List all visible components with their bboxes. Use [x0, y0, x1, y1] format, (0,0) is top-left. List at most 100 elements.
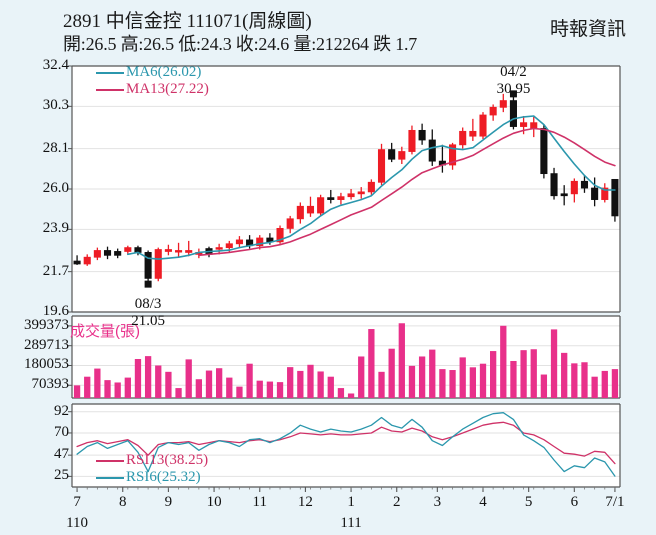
volume-bar	[601, 370, 608, 398]
price-y-tick: 30.3	[42, 97, 69, 114]
candle-body	[509, 100, 517, 127]
candle-body	[520, 122, 528, 127]
candle-body	[479, 114, 487, 137]
volume-bar	[226, 377, 233, 398]
volume-bar	[144, 356, 152, 398]
candle-body	[144, 252, 152, 279]
candle-body	[530, 122, 538, 129]
volume-y-tick: 70393	[31, 376, 70, 393]
volume-bar	[479, 363, 487, 398]
volume-bar	[469, 367, 476, 398]
candle-body	[296, 205, 304, 220]
x-axis-tick-label: 4	[479, 494, 487, 510]
volume-bar	[307, 364, 314, 398]
x-axis-year-label: 111	[340, 515, 362, 531]
volume-bar	[124, 377, 131, 398]
candle-body	[286, 218, 294, 229]
candle-body	[388, 149, 396, 160]
legend-ma6: MA6(26.02)	[126, 64, 202, 80]
legend-rsi13: RSI13(38.25)	[126, 452, 209, 468]
volume-bar	[175, 388, 182, 398]
price-y-tick: 21.7	[42, 262, 69, 279]
legend-ma6-swatch	[96, 72, 124, 74]
volume-bar	[114, 382, 121, 398]
volume-series	[73, 323, 619, 398]
rsi-y-tick: 70	[54, 423, 69, 440]
chart-header: 2891 中信金控 111071(周線圖) 開:26.5 高:26.5 低:24…	[63, 10, 523, 55]
volume-bar	[256, 380, 263, 398]
high-annotation-price: 30.95	[496, 81, 531, 97]
candle-body	[337, 196, 345, 200]
candle-body	[611, 178, 619, 217]
volume-bar	[550, 329, 558, 398]
candle-body	[489, 106, 497, 116]
candle-body	[276, 227, 284, 243]
candle-body	[246, 239, 254, 247]
candle-body	[601, 187, 609, 200]
volume-bar	[347, 393, 355, 398]
candle-body	[418, 129, 426, 141]
candle-body	[73, 260, 81, 265]
rsi-y-tick: 25	[54, 467, 69, 484]
volume-bar	[276, 382, 284, 398]
candle-body	[154, 249, 162, 279]
candle-body	[580, 180, 589, 189]
legend-ma13-swatch	[96, 89, 124, 91]
candlestick-series	[73, 93, 619, 285]
candle-body	[357, 191, 365, 195]
low-marker-square	[144, 280, 152, 288]
volume-y-tick: 399373	[24, 316, 69, 333]
candle-body	[215, 247, 223, 250]
volume-bar	[418, 356, 426, 398]
candle-body	[449, 144, 457, 166]
candle-body	[438, 160, 446, 166]
low-annotation-price: 21.05	[131, 313, 165, 330]
volume-bar	[368, 329, 375, 398]
volume-bar	[266, 381, 274, 398]
legend-rsi13-swatch	[96, 460, 124, 462]
volume-bar	[185, 359, 192, 398]
volume-bar	[449, 370, 456, 398]
candle-body	[428, 139, 436, 162]
candle-body	[591, 187, 599, 200]
x-axis-tick-label: 2	[392, 494, 401, 510]
candle-body	[134, 247, 142, 253]
high-annotation-date: 04/2	[500, 64, 527, 80]
candle-body	[499, 100, 507, 108]
volume-bar	[287, 367, 294, 398]
page-title: 2891 中信金控 111071(周線圖)	[63, 11, 312, 32]
volume-bar	[165, 371, 172, 398]
legend-rsi6-swatch	[96, 477, 124, 479]
volume-bar	[378, 371, 385, 398]
x-axis-tick-label: 11	[252, 494, 267, 510]
volume-bar	[317, 371, 324, 398]
volume-bar	[591, 376, 598, 398]
x-axis-year-label: 110	[66, 515, 89, 531]
legend-rsi6: RSI6(25.32)	[126, 469, 201, 485]
candle-body	[560, 193, 568, 197]
price-panel-background	[72, 66, 620, 312]
candle-body	[195, 252, 203, 255]
x-axis-tick-label: 8	[118, 494, 127, 510]
candle-body	[550, 173, 558, 197]
candle-body	[103, 250, 112, 256]
candle-body	[317, 197, 325, 214]
candle-body	[256, 237, 264, 247]
candle-body	[175, 250, 183, 253]
x-axis-tick-label: 9	[164, 494, 173, 510]
x-axis-tick-label: 5	[524, 494, 533, 510]
candle-body	[306, 205, 315, 214]
x-axis-tick-label: 1	[347, 494, 355, 510]
candle-body	[377, 149, 386, 183]
volume-bar	[439, 369, 446, 398]
volume-bar	[155, 365, 162, 398]
volume-bar	[398, 323, 405, 398]
volume-bar	[358, 356, 365, 398]
price-y-tick: 26.0	[42, 180, 69, 196]
candle-body	[327, 197, 335, 200]
candle-body	[225, 243, 233, 249]
candle-body	[93, 250, 101, 258]
x-axis-tick-label: 6	[570, 494, 579, 510]
